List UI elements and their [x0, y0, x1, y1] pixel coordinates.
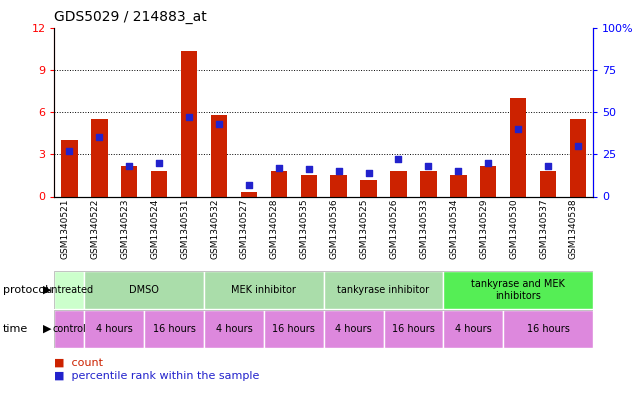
- Text: GSM1340535: GSM1340535: [300, 199, 309, 259]
- Text: protocol: protocol: [3, 285, 49, 295]
- Bar: [444, 271, 593, 309]
- Text: 4 hours: 4 hours: [455, 324, 492, 334]
- Point: [154, 160, 164, 166]
- Text: DMSO: DMSO: [129, 285, 159, 295]
- Point: [214, 121, 224, 127]
- Point: [543, 163, 553, 169]
- Text: GSM1340533: GSM1340533: [419, 199, 428, 259]
- Text: 4 hours: 4 hours: [335, 324, 372, 334]
- Text: GSM1340529: GSM1340529: [479, 199, 488, 259]
- Bar: [151, 171, 167, 196]
- Bar: [510, 98, 526, 196]
- Text: GSM1340534: GSM1340534: [449, 199, 458, 259]
- Point: [573, 143, 583, 149]
- Bar: [204, 271, 324, 309]
- Point: [184, 114, 194, 120]
- Text: GSM1340527: GSM1340527: [240, 199, 249, 259]
- Text: 16 hours: 16 hours: [527, 324, 569, 334]
- Text: 16 hours: 16 hours: [392, 324, 435, 334]
- Point: [244, 182, 254, 188]
- Point: [274, 165, 284, 171]
- Bar: [324, 310, 383, 348]
- Point: [363, 170, 374, 176]
- Bar: [54, 310, 85, 348]
- Text: 16 hours: 16 hours: [153, 324, 196, 334]
- Bar: [204, 310, 264, 348]
- Text: GSM1340532: GSM1340532: [210, 199, 219, 259]
- Point: [64, 148, 74, 154]
- Bar: [85, 271, 204, 309]
- Bar: [144, 310, 204, 348]
- Bar: [570, 119, 587, 196]
- Text: GSM1340537: GSM1340537: [539, 199, 548, 259]
- Text: 4 hours: 4 hours: [215, 324, 253, 334]
- Bar: [331, 175, 347, 196]
- Text: GSM1340526: GSM1340526: [390, 199, 399, 259]
- Bar: [181, 51, 197, 196]
- Bar: [444, 310, 503, 348]
- Text: tankyrase inhibitor: tankyrase inhibitor: [337, 285, 429, 295]
- Bar: [450, 175, 467, 196]
- Bar: [211, 115, 228, 196]
- Text: ▶: ▶: [42, 285, 51, 295]
- Text: GSM1340538: GSM1340538: [569, 199, 578, 259]
- Bar: [91, 119, 108, 196]
- Text: 4 hours: 4 hours: [96, 324, 133, 334]
- Text: ▶: ▶: [42, 324, 51, 334]
- Bar: [480, 165, 496, 196]
- Bar: [360, 180, 377, 196]
- Text: GSM1340521: GSM1340521: [60, 199, 69, 259]
- Bar: [540, 171, 556, 196]
- Point: [483, 160, 494, 166]
- Text: untreated: untreated: [46, 285, 94, 295]
- Bar: [241, 192, 257, 196]
- Text: time: time: [3, 324, 28, 334]
- Point: [513, 126, 523, 132]
- Text: GSM1340531: GSM1340531: [180, 199, 189, 259]
- Text: GSM1340528: GSM1340528: [270, 199, 279, 259]
- Text: GSM1340524: GSM1340524: [150, 199, 159, 259]
- Text: GSM1340536: GSM1340536: [329, 199, 338, 259]
- Point: [304, 166, 314, 173]
- Bar: [503, 310, 593, 348]
- Text: 16 hours: 16 hours: [272, 324, 315, 334]
- Bar: [54, 271, 85, 309]
- Point: [333, 168, 344, 174]
- Bar: [390, 171, 406, 196]
- Text: GSM1340530: GSM1340530: [509, 199, 518, 259]
- Bar: [264, 310, 324, 348]
- Text: MEK inhibitor: MEK inhibitor: [231, 285, 296, 295]
- Point: [124, 163, 135, 169]
- Bar: [62, 140, 78, 196]
- Point: [423, 163, 433, 169]
- Point: [394, 156, 404, 162]
- Bar: [85, 310, 144, 348]
- Text: control: control: [53, 324, 87, 334]
- Text: tankyrase and MEK
inhibitors: tankyrase and MEK inhibitors: [471, 279, 565, 301]
- Bar: [383, 310, 444, 348]
- Bar: [301, 175, 317, 196]
- Bar: [121, 165, 138, 196]
- Bar: [420, 171, 437, 196]
- Text: ■  percentile rank within the sample: ■ percentile rank within the sample: [54, 371, 260, 381]
- Text: GDS5029 / 214883_at: GDS5029 / 214883_at: [54, 10, 207, 24]
- Bar: [324, 271, 444, 309]
- Text: GSM1340522: GSM1340522: [90, 199, 99, 259]
- Bar: [271, 171, 287, 196]
- Text: ■  count: ■ count: [54, 358, 103, 367]
- Point: [453, 168, 463, 174]
- Text: GSM1340523: GSM1340523: [121, 199, 129, 259]
- Text: GSM1340525: GSM1340525: [360, 199, 369, 259]
- Point: [94, 134, 104, 140]
